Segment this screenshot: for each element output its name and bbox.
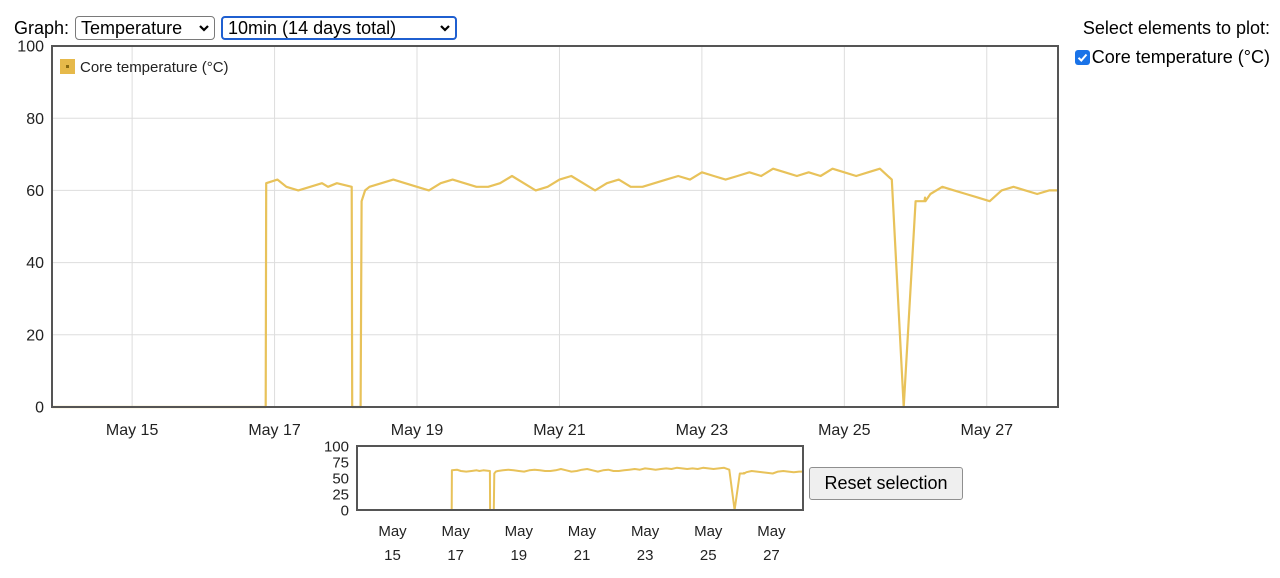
x-tick-label: May 19: [391, 422, 444, 439]
x-tick-label-month: May: [631, 523, 660, 540]
main-chart-frame: [51, 45, 1059, 408]
overview-chart-frame: [356, 445, 804, 511]
y-tick-label: 50: [332, 470, 349, 487]
y-tick-label: 60: [26, 183, 44, 200]
main-temperature-chart[interactable]: 0 20 40 60 80 100 May 15 May 17 May 19 May 21 May…: [0, 30, 1070, 450]
x-tick-label: May 25: [818, 422, 871, 439]
chevron-down-icon: [440, 25, 450, 32]
x-tick-label-month: May: [505, 523, 534, 540]
y-tick-label: 25: [332, 486, 349, 503]
x-tick-label: May 27: [961, 422, 1014, 439]
time-range-select[interactable]: 10min (14 days total): [221, 16, 458, 40]
x-tick-label-day: 27: [763, 547, 780, 564]
reset-selection-button[interactable]: Reset selection: [809, 467, 963, 500]
y-tick-label: 0: [35, 400, 44, 417]
y-tick-label: 75: [332, 454, 349, 471]
y-tick-label: 0: [341, 502, 349, 519]
plot-elements-title: Select elements to plot:: [1082, 18, 1270, 38]
x-tick-label-day: 15: [384, 547, 401, 564]
x-tick-label: May 17: [248, 422, 301, 439]
x-tick-label-month: May: [694, 523, 723, 540]
overview-temperature-line: [357, 466, 803, 511]
x-tick-label: May 21: [533, 422, 586, 439]
x-tick-label-month: May: [568, 523, 597, 540]
graph-label: Graph:: [14, 17, 70, 38]
x-tick-label-month: May: [757, 523, 786, 540]
chevron-down-icon: [199, 25, 209, 32]
x-tick-label-day: 19: [510, 547, 527, 564]
core-temperature-checkbox[interactable]: [1074, 50, 1090, 65]
plot-elements-panel: Select elements to plot: Core temperatur…: [1074, 18, 1270, 68]
graph-type-value: Temperature: [81, 17, 183, 38]
graph-type-select[interactable]: Temperature: [75, 16, 216, 40]
time-range-value: 10min (14 days total): [228, 17, 397, 38]
y-tick-label: 40: [26, 255, 44, 272]
y-tick-label: 80: [26, 111, 44, 128]
graph-controls: Graph: Temperature 10min (14 days total): [14, 16, 463, 40]
x-tick-label-day: 25: [700, 547, 717, 564]
x-tick-label-day: 21: [574, 547, 591, 564]
checkmark-icon: [1077, 53, 1087, 62]
x-tick-label-day: 23: [637, 547, 654, 564]
core-temperature-checkbox-label: Core temperature (°C): [1091, 47, 1270, 67]
x-tick-label: May 23: [676, 422, 729, 439]
x-tick-label: May 15: [106, 422, 159, 439]
y-tick-label: 100: [17, 39, 44, 56]
main-chart-legend: Core temperature (°C): [60, 59, 229, 76]
x-tick-label-month: May: [378, 523, 407, 540]
y-tick-label: 100: [324, 438, 349, 455]
x-tick-label-day: 17: [447, 547, 464, 564]
legend-swatch-inner: [66, 65, 69, 68]
core-temperature-line: [52, 167, 1058, 409]
plot-element-row[interactable]: Core temperature (°C): [1074, 47, 1270, 68]
legend-label: Core temperature (°C): [80, 59, 229, 76]
y-tick-label: 20: [26, 327, 44, 344]
x-tick-label-month: May: [442, 523, 471, 540]
